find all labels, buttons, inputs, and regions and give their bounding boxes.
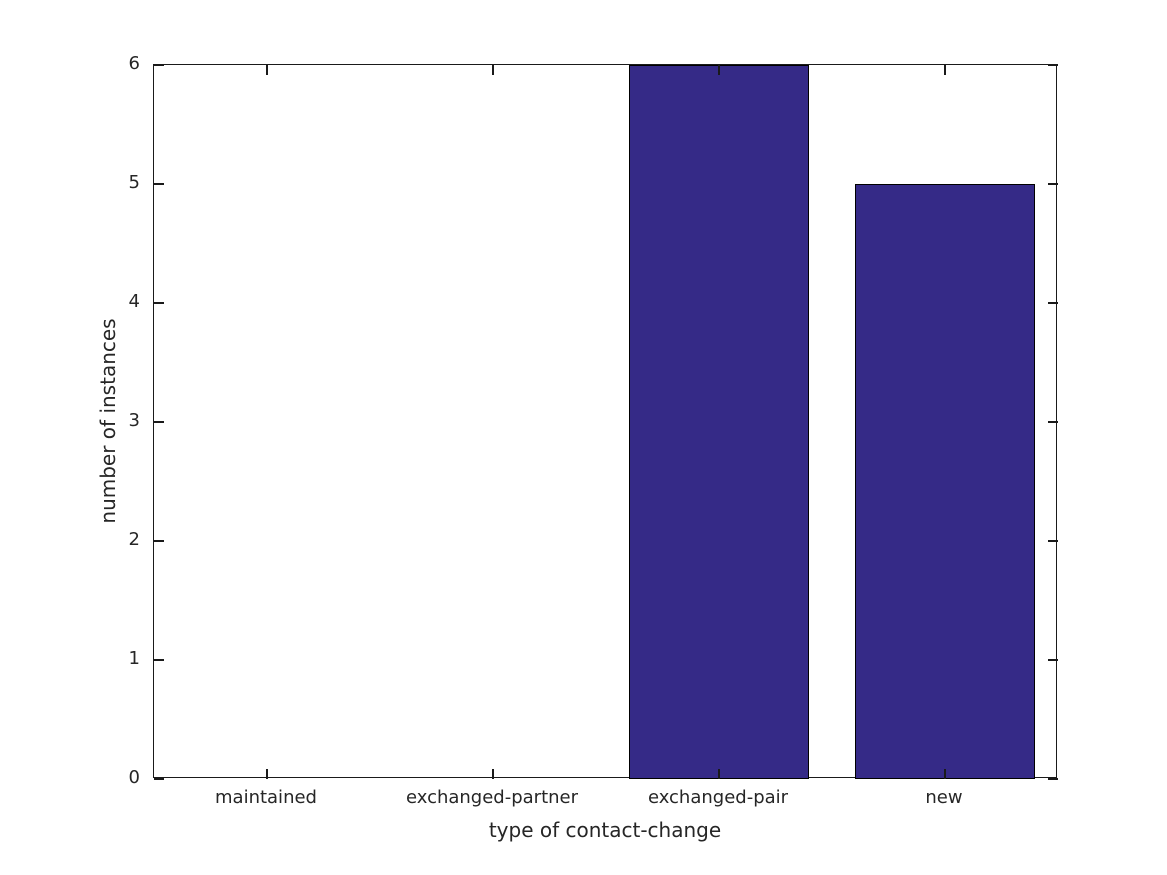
y-tick-left — [154, 64, 164, 66]
y-tick-left — [154, 778, 164, 780]
y-tick-right — [1048, 659, 1058, 661]
x-tick-bottom — [266, 769, 268, 779]
bar-exchanged-pair — [628, 65, 810, 779]
x-tick-bottom — [944, 769, 946, 779]
x-tick-top — [718, 65, 720, 75]
x-tick-label-maintained: maintained — [215, 787, 317, 808]
x-axis-label: type of contact-change — [488, 818, 722, 842]
y-tick-right — [1048, 421, 1058, 423]
y-tick-left — [154, 421, 164, 423]
x-tick-top — [944, 65, 946, 75]
y-tick-left — [154, 302, 164, 304]
y-tick-label: 0 — [128, 767, 140, 788]
y-tick-left — [154, 540, 164, 542]
x-tick-bottom — [718, 769, 720, 779]
bar-new — [854, 184, 1036, 779]
x-tick-bottom — [492, 769, 494, 779]
y-tick-label: 6 — [128, 53, 140, 74]
x-tick-label-new: new — [925, 787, 963, 808]
x-tick-top — [266, 65, 268, 75]
y-tick-left — [154, 183, 164, 185]
x-tick-label-exchanged-partner: exchanged-partner — [405, 787, 579, 808]
y-tick-right — [1048, 183, 1058, 185]
y-tick-label: 3 — [128, 410, 140, 431]
x-tick-label-exchanged-pair: exchanged-pair — [647, 787, 789, 808]
y-tick-label: 1 — [128, 648, 140, 669]
y-tick-right — [1048, 778, 1058, 780]
y-tick-label: 4 — [128, 291, 140, 312]
y-tick-label: 5 — [128, 172, 140, 193]
y-tick-right — [1048, 540, 1058, 542]
y-tick-right — [1048, 64, 1058, 66]
plot-area — [153, 64, 1058, 780]
y-tick-label: 2 — [128, 529, 140, 550]
y-tick-left — [154, 659, 164, 661]
y-tick-right — [1048, 302, 1058, 304]
x-tick-top — [492, 65, 494, 75]
